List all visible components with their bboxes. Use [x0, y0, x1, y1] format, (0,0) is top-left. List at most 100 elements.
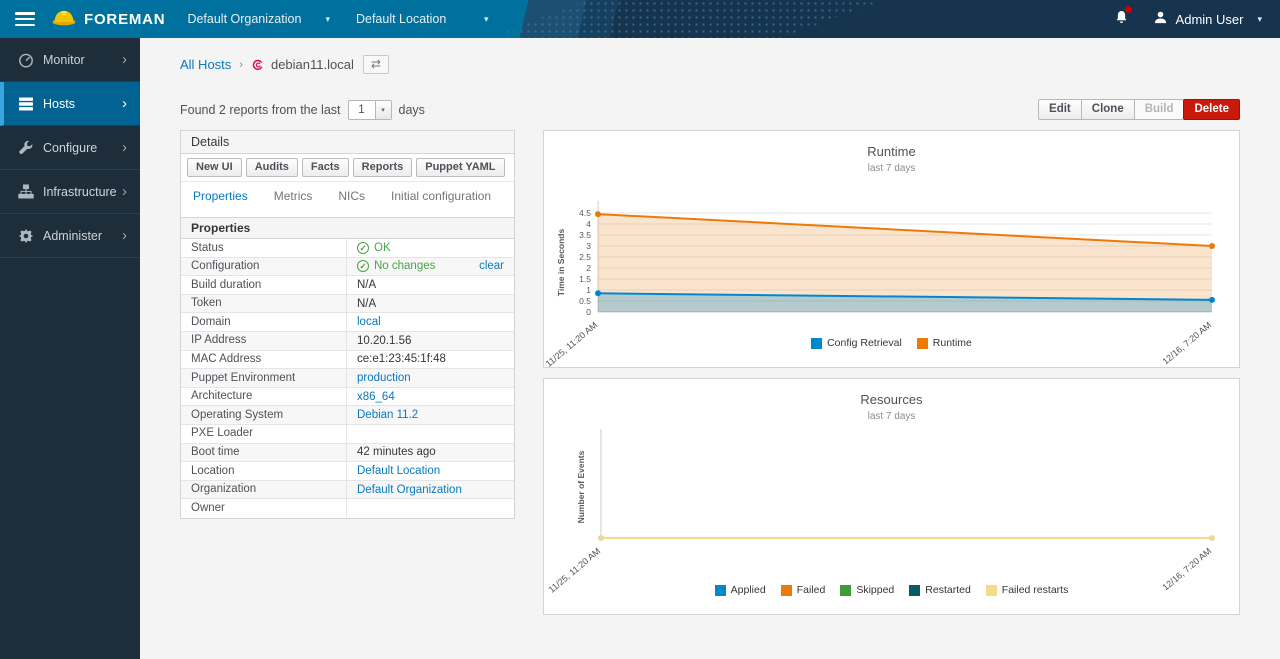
property-row-build-duration: Build durationN/A — [181, 276, 514, 295]
foreman-logo[interactable]: FOREMAN — [51, 7, 165, 32]
chevron-right-icon: › — [122, 184, 127, 199]
property-row-architecture: Architecturex86_64 — [181, 388, 514, 407]
chevron-down-icon: ▾ — [325, 14, 330, 25]
clone-button[interactable]: Clone — [1081, 99, 1135, 120]
property-row-token: TokenN/A — [181, 295, 514, 314]
check-circle-icon: ✓ — [357, 242, 369, 254]
operating-system-link[interactable]: Debian 11.2 — [357, 409, 418, 421]
chevron-right-icon: › — [122, 228, 127, 243]
property-label: Organization — [181, 481, 346, 499]
organization-selector[interactable]: Default Organization ▾ — [187, 12, 356, 26]
details-panel-title: Details — [181, 131, 514, 154]
facts-button[interactable]: Facts — [302, 158, 349, 177]
clear-link[interactable]: clear — [479, 260, 504, 272]
legend-swatch — [986, 585, 997, 596]
breadcrumb-all-hosts-link[interactable]: All Hosts — [180, 57, 231, 72]
runtime-chart-panel: Runtimelast 7 days00.511.522.533.544.511… — [543, 130, 1240, 368]
check-circle-icon: ✓ — [357, 260, 369, 272]
property-label: MAC Address — [181, 351, 346, 369]
bell-icon — [1114, 12, 1129, 29]
tab-metrics[interactable]: Metrics — [274, 189, 313, 203]
user-menu[interactable]: Admin User ▾ — [1153, 10, 1262, 28]
property-label: Puppet Environment — [181, 369, 346, 387]
navbar-left: FOREMAN Default Organization ▾ Default L… — [0, 7, 515, 32]
puppet-environment-link[interactable]: production — [357, 372, 411, 384]
legend-item-runtime: Runtime — [917, 337, 972, 349]
edit-button[interactable]: Edit — [1038, 99, 1082, 120]
report-filter: Found 2 reports from the last 1 ▾ days — [180, 100, 425, 120]
toolbar: Found 2 reports from the last 1 ▾ days E… — [180, 99, 1240, 120]
architecture-link[interactable]: x86_64 — [357, 391, 395, 403]
property-label: Build duration — [181, 276, 346, 294]
property-row-operating-system: Operating SystemDebian 11.2 — [181, 406, 514, 425]
notification-badge — [1125, 6, 1132, 13]
property-value: 10.20.1.56 — [346, 332, 514, 350]
details-buttons: New UIAuditsFactsReportsPuppet YAML — [181, 154, 514, 182]
audits-button[interactable]: Audits — [246, 158, 298, 177]
host-switcher-button[interactable]: ⇄ — [363, 55, 389, 74]
user-name: Admin User — [1176, 12, 1244, 27]
organization-link[interactable]: Default Organization — [357, 484, 462, 496]
new-ui-button[interactable]: New UI — [187, 158, 242, 177]
tab-nics[interactable]: NICs — [338, 189, 365, 203]
tab-initial-configuration[interactable]: Initial configuration — [391, 189, 491, 203]
svg-text:2.5: 2.5 — [579, 252, 591, 262]
legend-swatch — [909, 585, 920, 596]
location-selector[interactable]: Default Location ▾ — [356, 12, 515, 26]
gear-icon — [17, 227, 34, 244]
legend-swatch — [781, 585, 792, 596]
domain-link[interactable]: local — [357, 316, 381, 328]
reports-button[interactable]: Reports — [353, 158, 413, 177]
notifications-button[interactable] — [1114, 9, 1129, 30]
property-value: local — [346, 313, 514, 331]
legend-item-restarted: Restarted — [909, 584, 971, 596]
property-label: PXE Loader — [181, 425, 346, 443]
chart-title: Runtime — [544, 144, 1239, 159]
property-value: Default Location — [346, 462, 514, 480]
property-label: Domain — [181, 313, 346, 331]
breadcrumb-separator: › — [239, 59, 243, 71]
tab-properties[interactable]: Properties — [193, 189, 248, 203]
property-row-status: Status✓OK — [181, 239, 514, 258]
delete-button[interactable]: Delete — [1183, 99, 1240, 120]
property-row-organization: Organization Default Organization — [181, 481, 514, 500]
sidebar-item-infrastructure[interactable]: Infrastructure› — [0, 170, 140, 214]
svg-text:0.5: 0.5 — [579, 296, 591, 306]
brand-name: FOREMAN — [84, 11, 165, 28]
location-link[interactable]: Default Location — [357, 465, 440, 477]
legend-item-config-retrieval: Config Retrieval — [811, 337, 902, 349]
sidebar-item-label: Hosts — [43, 97, 122, 111]
sidebar-item-monitor[interactable]: Monitor› — [0, 38, 140, 82]
properties-table: Status✓OKConfiguration✓No changesclearBu… — [181, 239, 514, 518]
sidebar-item-configure[interactable]: Configure› — [0, 126, 140, 170]
property-label: Status — [181, 239, 346, 257]
gauge-icon — [17, 51, 34, 68]
details-panel: Details New UIAuditsFactsReportsPuppet Y… — [180, 130, 515, 519]
property-row-puppet-environment: Puppet Environment production — [181, 369, 514, 388]
property-value: Debian 11.2 — [346, 406, 514, 424]
property-value: ✓OK — [346, 239, 514, 257]
charts-column: Runtimelast 7 days00.511.522.533.544.511… — [543, 130, 1240, 625]
sidebar-item-administer[interactable]: Administer› — [0, 214, 140, 258]
build-button: Build — [1134, 99, 1185, 120]
legend-item-failed: Failed — [781, 584, 826, 596]
days-select[interactable]: 1 ▾ — [348, 100, 392, 120]
chart-subtitle: last 7 days — [544, 163, 1239, 174]
property-row-owner: Owner — [181, 499, 514, 518]
sidebar-item-hosts[interactable]: Hosts› — [0, 82, 140, 126]
foreman-app: FOREMAN Default Organization ▾ Default L… — [0, 0, 1280, 659]
properties-section-title: Properties — [181, 217, 514, 239]
puppet-yaml-button[interactable]: Puppet YAML — [416, 158, 504, 177]
sitemap-icon — [17, 183, 34, 200]
top-navbar: FOREMAN Default Organization ▾ Default L… — [0, 0, 1280, 38]
property-value: 42 minutes ago — [346, 444, 514, 462]
property-value: Default Organization — [346, 481, 514, 499]
chevron-down-icon: ▾ — [375, 101, 391, 119]
sidebar-item-label: Configure — [43, 141, 122, 155]
chevron-down-icon: ▾ — [1257, 14, 1262, 25]
legend-item-applied: Applied — [715, 584, 766, 596]
resources-chart-panel: Resourceslast 7 days11/25, 11:20 AM12/16… — [543, 378, 1240, 615]
property-row-location: LocationDefault Location — [181, 462, 514, 481]
hamburger-menu-icon[interactable] — [15, 12, 35, 26]
property-label: Owner — [181, 499, 346, 518]
